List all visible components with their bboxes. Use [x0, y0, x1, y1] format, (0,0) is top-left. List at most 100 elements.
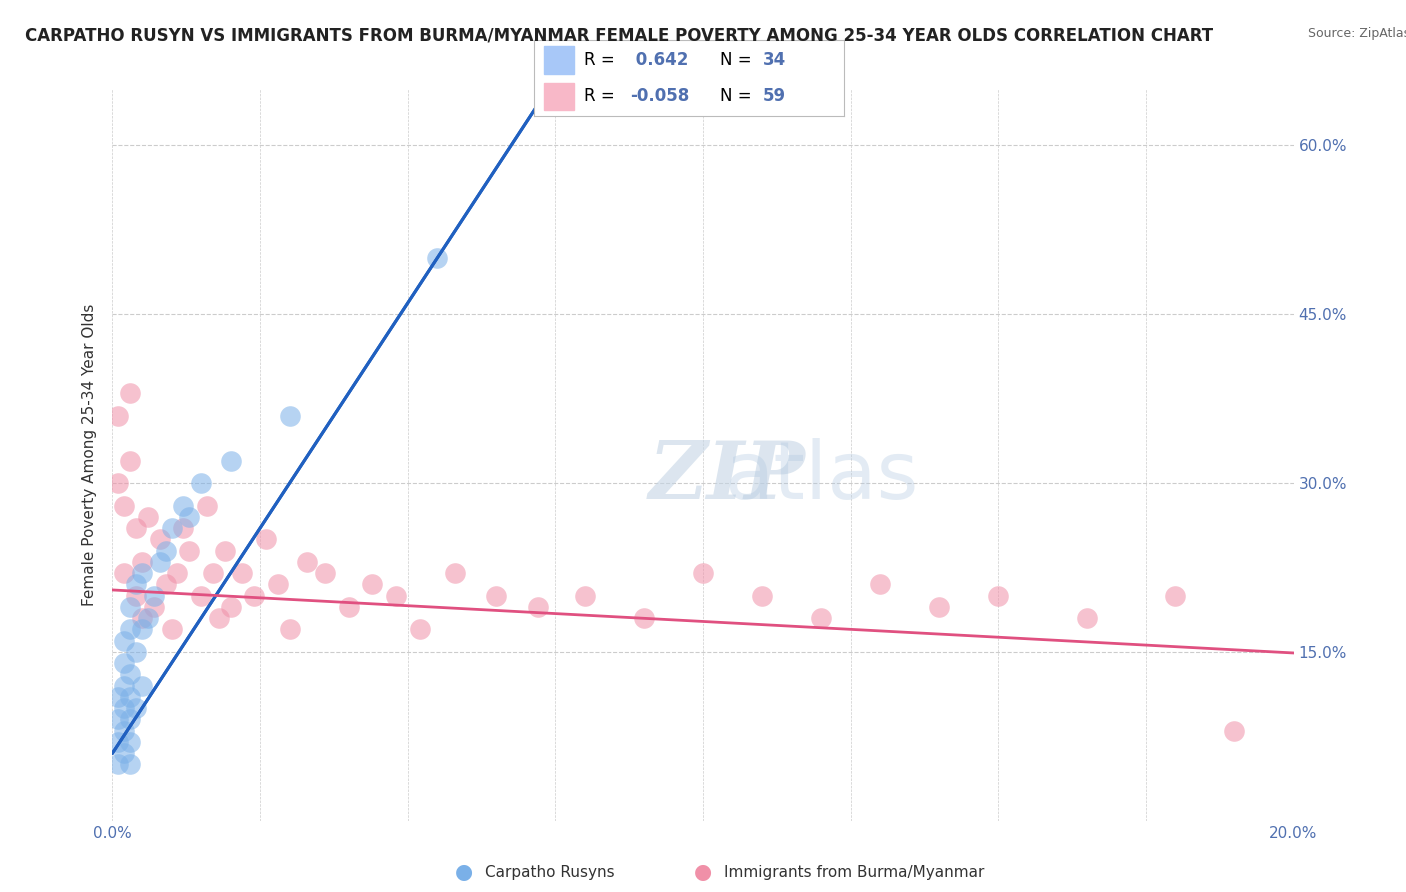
Point — [195, 499, 218, 513]
Point — [136, 509, 159, 524]
Point — [136, 611, 159, 625]
Point — [166, 566, 188, 580]
Bar — [544, 46, 575, 73]
Point — [120, 623, 142, 637]
Point — [142, 589, 165, 603]
Point — [254, 533, 277, 547]
Text: ZIP: ZIP — [648, 438, 806, 516]
Point — [125, 577, 148, 591]
Point — [142, 599, 165, 614]
Point — [120, 386, 142, 401]
Point — [869, 577, 891, 591]
Text: Immigrants from Burma/Myanmar: Immigrants from Burma/Myanmar — [724, 865, 984, 880]
Point — [337, 599, 360, 614]
Point — [107, 735, 129, 749]
Point — [526, 599, 548, 614]
Point — [120, 453, 142, 467]
Text: atlas: atlas — [724, 438, 918, 516]
Y-axis label: Female Poverty Among 25-34 Year Olds: Female Poverty Among 25-34 Year Olds — [82, 304, 97, 606]
Point — [692, 566, 714, 580]
Point — [120, 757, 142, 772]
Point — [444, 566, 467, 580]
Text: CARPATHO RUSYN VS IMMIGRANTS FROM BURMA/MYANMAR FEMALE POVERTY AMONG 25-34 YEAR : CARPATHO RUSYN VS IMMIGRANTS FROM BURMA/… — [24, 27, 1213, 45]
Point — [160, 521, 183, 535]
Point — [1223, 723, 1246, 738]
Point — [107, 476, 129, 491]
Point — [120, 690, 142, 704]
Point — [219, 599, 242, 614]
Text: -0.058: -0.058 — [630, 87, 689, 105]
Point — [107, 757, 129, 772]
Point — [574, 589, 596, 603]
Point — [125, 701, 148, 715]
Text: R =: R = — [583, 51, 620, 69]
Text: 0.642: 0.642 — [630, 51, 689, 69]
Point — [385, 589, 408, 603]
Point — [179, 509, 201, 524]
Point — [120, 735, 142, 749]
Point — [112, 633, 135, 648]
Point — [112, 746, 135, 760]
Point — [149, 555, 172, 569]
Point — [219, 453, 242, 467]
Point — [208, 611, 231, 625]
Point — [297, 555, 319, 569]
Point — [1164, 589, 1187, 603]
Point — [190, 476, 212, 491]
Point — [112, 701, 135, 715]
Point — [131, 555, 153, 569]
Point — [112, 566, 135, 580]
Point — [361, 577, 384, 591]
Point — [987, 589, 1010, 603]
Point — [131, 679, 153, 693]
Point — [278, 409, 301, 423]
Text: N =: N = — [720, 51, 756, 69]
Point — [201, 566, 224, 580]
Point — [120, 667, 142, 681]
Point — [112, 723, 135, 738]
Point — [243, 589, 266, 603]
Point — [190, 589, 212, 603]
Text: R =: R = — [583, 87, 620, 105]
Point — [107, 712, 129, 726]
Point — [155, 543, 177, 558]
Text: ●: ● — [695, 863, 711, 882]
Point — [120, 599, 142, 614]
Point — [131, 611, 153, 625]
Point — [426, 251, 449, 265]
Text: ●: ● — [456, 863, 472, 882]
Point — [155, 577, 177, 591]
Point — [408, 623, 430, 637]
Point — [160, 623, 183, 637]
Point — [751, 589, 773, 603]
Point — [112, 499, 135, 513]
Point — [928, 599, 950, 614]
Point — [810, 611, 832, 625]
Point — [1076, 611, 1098, 625]
Point — [131, 566, 153, 580]
Text: Source: ZipAtlas.com: Source: ZipAtlas.com — [1308, 27, 1406, 40]
Text: N =: N = — [720, 87, 756, 105]
Point — [125, 589, 148, 603]
Point — [231, 566, 253, 580]
Bar — [544, 83, 575, 110]
Point — [107, 690, 129, 704]
Point — [179, 543, 201, 558]
Point — [633, 611, 655, 625]
Point — [120, 712, 142, 726]
Point — [214, 543, 236, 558]
Point — [172, 521, 194, 535]
Point — [314, 566, 336, 580]
Point — [149, 533, 172, 547]
Point — [172, 499, 194, 513]
Point — [131, 623, 153, 637]
Point — [107, 409, 129, 423]
Text: 34: 34 — [763, 51, 786, 69]
Point — [125, 645, 148, 659]
Point — [112, 679, 135, 693]
Point — [485, 589, 508, 603]
Point — [267, 577, 290, 591]
Text: 59: 59 — [763, 87, 786, 105]
Point — [278, 623, 301, 637]
Point — [125, 521, 148, 535]
